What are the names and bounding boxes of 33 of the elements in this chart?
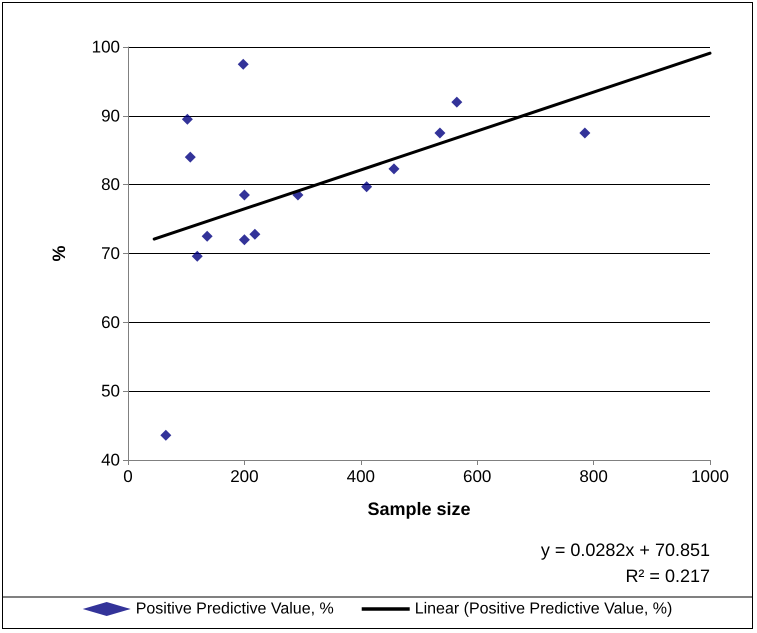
point [361,181,372,192]
x-tick-label: 800 [579,467,608,486]
text: y = 0.0282x + 70.851 [540,540,710,560]
y-tick-label: 50 [101,382,120,401]
point [579,128,590,139]
point [238,234,250,246]
y-tick-label: 60 [101,312,120,332]
legend-label: Linear (Positive Predictive Value, %) [414,600,672,618]
x-tick-label: 1000 [691,467,729,486]
point [238,58,249,70]
point [184,152,196,163]
point [249,228,260,240]
y-tick-label: 80 [101,175,120,194]
point [451,96,462,108]
x-tick-label: 200 [230,467,259,486]
text: R² = 0.217 [625,566,710,586]
point [182,114,193,125]
x-axis-title: Sample size [367,499,471,519]
y-tick-label: 40 [101,450,120,470]
point [238,189,250,200]
x-tick-label: 0 [123,467,133,486]
point [160,430,172,441]
y-tick-label: 70 [101,244,120,263]
y-axis-title: % [49,245,69,262]
point [434,128,446,139]
y-tick-label: 100 [92,38,120,56]
x-tick-label: 400 [346,467,375,486]
x-tick-label: 600 [463,467,492,486]
legend-label: Positive Predictive Value, % [136,600,334,618]
point [202,230,213,242]
y-tick-label: 90 [101,106,120,126]
point [388,163,400,174]
point [192,250,203,262]
